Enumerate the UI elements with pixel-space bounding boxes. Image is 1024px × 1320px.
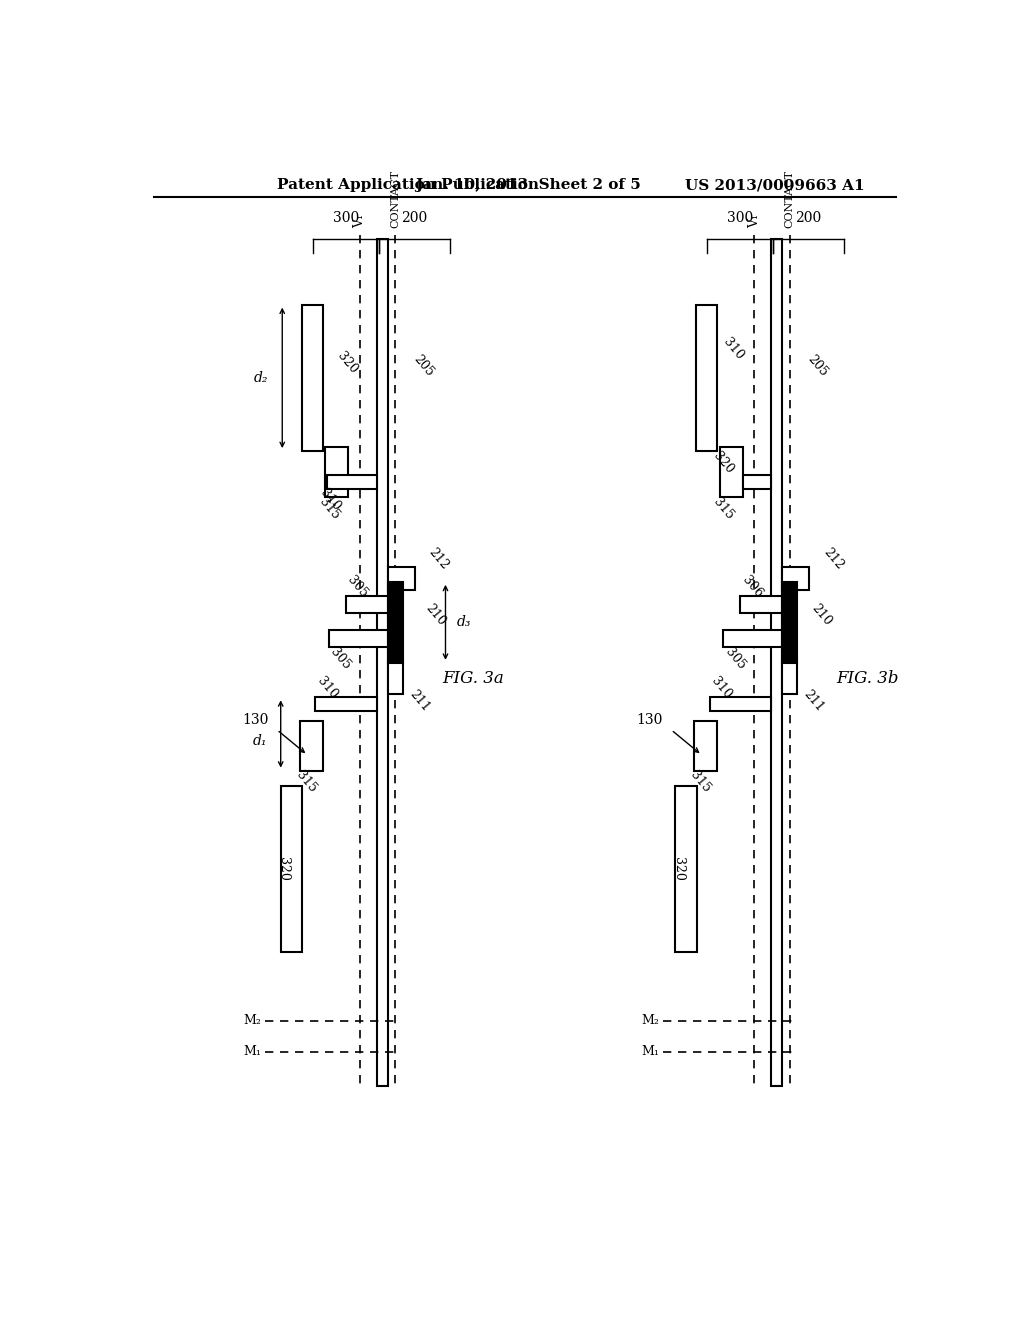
Bar	[300, 721, 323, 771]
Text: 205: 205	[411, 352, 436, 380]
Bar	[782, 661, 798, 693]
Text: 300: 300	[333, 211, 358, 226]
Text: CONTACT: CONTACT	[390, 170, 400, 227]
Bar	[281, 785, 302, 952]
Text: V₁: V₁	[748, 214, 761, 227]
Text: d₃: d₃	[457, 615, 471, 630]
Text: M₂: M₂	[244, 1014, 261, 1027]
Text: d₂: d₂	[254, 371, 268, 385]
Text: 130: 130	[637, 714, 663, 727]
Bar	[388, 661, 403, 693]
Text: V₁: V₁	[353, 214, 367, 227]
Text: CONTACT: CONTACT	[784, 170, 795, 227]
Bar	[330, 631, 388, 647]
Bar	[326, 447, 348, 498]
Text: 310: 310	[314, 675, 340, 701]
Text: 305: 305	[345, 573, 371, 599]
Text: 211: 211	[407, 688, 432, 714]
Bar	[724, 631, 782, 647]
Bar	[315, 697, 377, 711]
Text: 320: 320	[335, 350, 359, 376]
Text: Jan. 10, 2013  Sheet 2 of 5: Jan. 10, 2013 Sheet 2 of 5	[416, 178, 641, 193]
Bar	[695, 305, 717, 451]
Bar	[388, 566, 415, 590]
Text: 315: 315	[294, 768, 318, 796]
Text: Patent Application Publication: Patent Application Publication	[276, 178, 539, 193]
Bar	[377, 239, 388, 1086]
Bar	[675, 785, 696, 952]
Bar	[301, 305, 323, 451]
Bar	[694, 721, 717, 771]
Text: US 2013/0009663 A1: US 2013/0009663 A1	[685, 178, 864, 193]
Bar	[720, 447, 742, 498]
Text: 200: 200	[796, 211, 821, 226]
Bar	[740, 595, 782, 612]
Text: 315: 315	[316, 495, 342, 523]
Text: 200: 200	[401, 211, 427, 226]
Bar	[742, 475, 771, 488]
Text: 315: 315	[688, 768, 713, 796]
Bar	[771, 239, 782, 1086]
Text: 310: 310	[721, 335, 746, 362]
Text: 305: 305	[722, 645, 748, 672]
Text: FIG. 3b: FIG. 3b	[837, 669, 899, 686]
Bar	[782, 582, 798, 663]
Text: 320: 320	[672, 857, 684, 880]
Text: 310: 310	[709, 675, 734, 701]
Text: 212: 212	[426, 545, 452, 572]
Text: M₂: M₂	[642, 1014, 659, 1027]
Text: 306: 306	[739, 573, 765, 599]
Text: 300: 300	[727, 211, 753, 226]
Text: 320: 320	[711, 450, 736, 477]
Text: 211: 211	[801, 688, 826, 714]
Text: 205: 205	[805, 352, 830, 380]
Text: 305: 305	[328, 645, 353, 672]
Bar	[327, 475, 377, 488]
Bar	[710, 697, 771, 711]
Text: M₁: M₁	[244, 1045, 261, 1059]
Text: 310: 310	[318, 487, 343, 513]
Bar	[782, 566, 809, 590]
Bar	[388, 582, 403, 663]
Text: 320: 320	[278, 857, 290, 880]
Bar	[346, 595, 388, 612]
Text: 210: 210	[809, 602, 835, 628]
Text: 210: 210	[422, 602, 447, 628]
Text: FIG. 3a: FIG. 3a	[442, 669, 504, 686]
Text: d₁: d₁	[252, 734, 267, 748]
Text: M₁: M₁	[642, 1045, 659, 1059]
Text: 315: 315	[711, 495, 736, 523]
Text: 212: 212	[820, 545, 846, 572]
Text: 130: 130	[243, 714, 268, 727]
